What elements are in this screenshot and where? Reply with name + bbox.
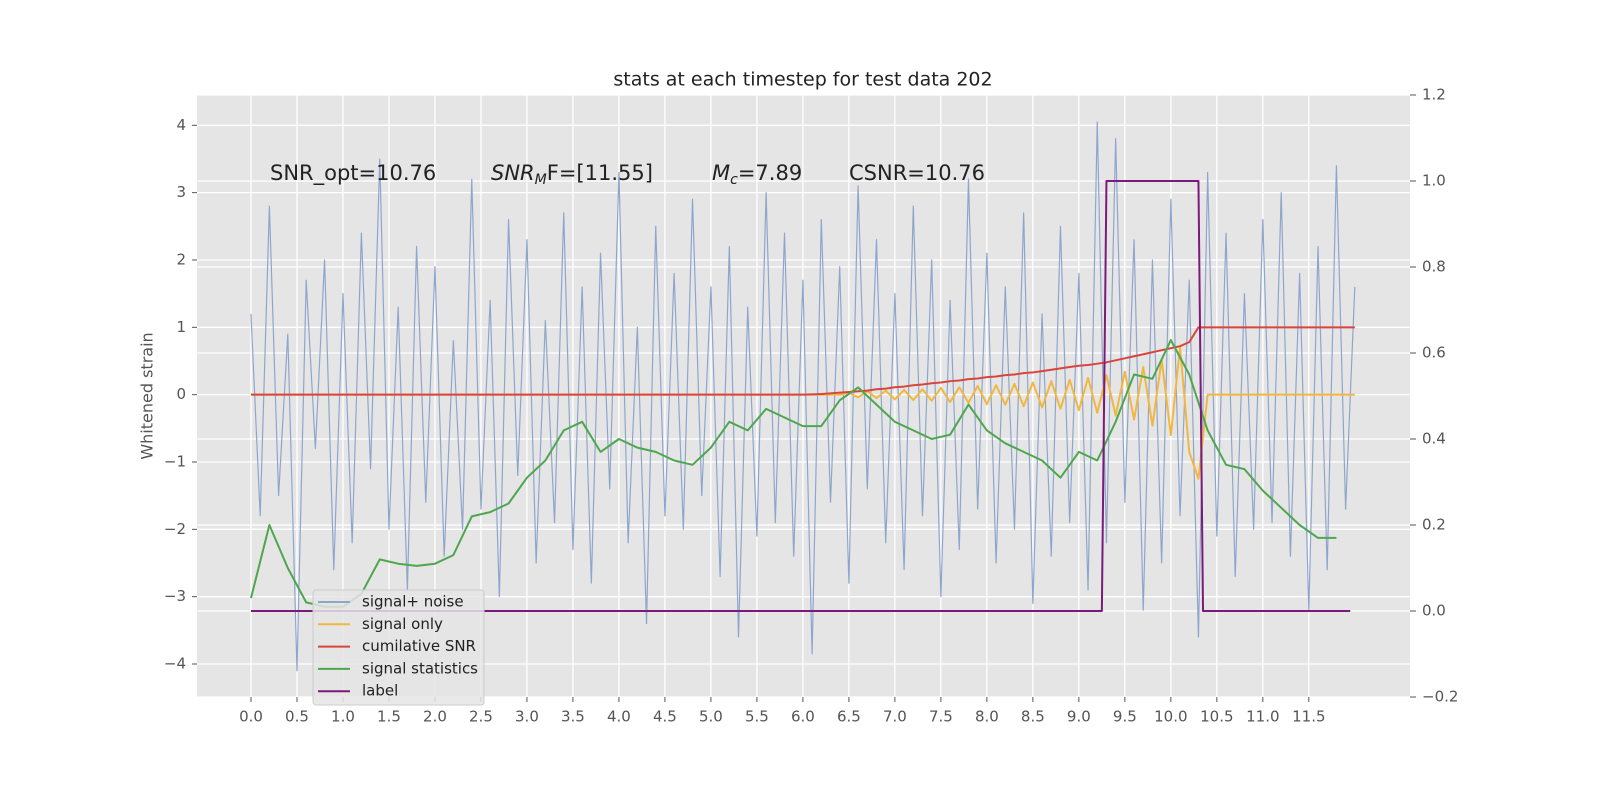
y2-tick-label: −0.2 [1422,688,1458,706]
y-tick-label: 3 [176,183,186,201]
x-tick-label: 5.5 [745,708,769,726]
series-line [250,326,1355,396]
x-tick-label: 5.0 [699,708,723,726]
y-tick-label: −3 [164,587,186,605]
x-tick-label: 9.5 [1113,708,1137,726]
x-tick-label: 6.0 [791,708,815,726]
annotation-part: SNR [491,161,535,185]
annotation-part: F=[11.55] [547,161,653,185]
annotation: SNRMF=[11.55] [491,161,653,188]
x-tick-label: 4.0 [607,708,631,726]
series-line [250,339,1337,608]
chart-title: stats at each timestep for test data 202 [613,69,992,91]
x-tick-label: 0.5 [285,708,309,726]
annotation-part: =7.89 [738,161,802,185]
annotation: CSNR=10.76 [849,161,985,185]
legend-label: label [362,682,398,700]
x-tick-label: 1.5 [377,708,401,726]
y-tick-label: −4 [164,655,186,673]
x-tick-label: 10.0 [1154,708,1187,726]
x-tick-label: 10.5 [1200,708,1233,726]
legend-label: signal only [362,615,443,633]
x-tick-label: 11.0 [1246,708,1279,726]
y2-tick-label: 1.2 [1422,86,1446,104]
x-tick-label: 3.5 [561,708,585,726]
x-tick-label: 1.0 [331,708,355,726]
y-tick-label: 1 [176,318,186,336]
y2-tick-label: 0.0 [1422,602,1446,620]
x-tick-label: 3.0 [515,708,539,726]
series-line [250,121,1356,672]
x-tick-label: 2.5 [469,708,493,726]
annotation-part: M [712,161,730,185]
y2-tick-label: 1.0 [1422,172,1446,190]
y-tick-label: −1 [164,452,186,470]
x-tick-label: 8.5 [1021,708,1045,726]
x-tick-label: 2.0 [423,708,447,726]
annotation: SNR_opt=10.76 [270,161,436,186]
annotation-part: CSNR=10.76 [849,161,985,185]
y-tick-label: 4 [176,116,186,134]
annotation-part: c [730,172,738,188]
y-tick-label: 0 [176,385,186,403]
legend-label: cumilative SNR [362,637,476,655]
x-tick-label: 0.0 [239,708,263,726]
y-tick-label: 2 [176,250,186,268]
y2-tick-label: 0.8 [1422,258,1446,276]
y2-tick-label: 0.4 [1422,430,1446,448]
annotation: Mc=7.89 [712,161,802,188]
y2-tick-label: 0.6 [1422,344,1446,362]
x-tick-label: 8.0 [975,708,999,726]
annotation-part: SNR_opt=10.76 [270,161,436,186]
legend-label: signal+ noise [362,593,464,611]
x-tick-label: 4.5 [653,708,677,726]
y-axis-label: Whitened strain [138,332,157,459]
x-tick-label: 7.0 [883,708,907,726]
legend-label: signal statistics [362,659,478,677]
y-tick-label: −2 [164,520,186,538]
legend-box [312,589,485,706]
annotation-part: M [535,172,547,188]
series-line [250,180,1351,612]
x-tick-label: 7.5 [929,708,953,726]
x-tick-label: 6.5 [837,708,861,726]
x-tick-label: 11.5 [1292,708,1325,726]
x-tick-label: 9.0 [1067,708,1091,726]
y2-tick-label: 0.2 [1422,516,1446,534]
